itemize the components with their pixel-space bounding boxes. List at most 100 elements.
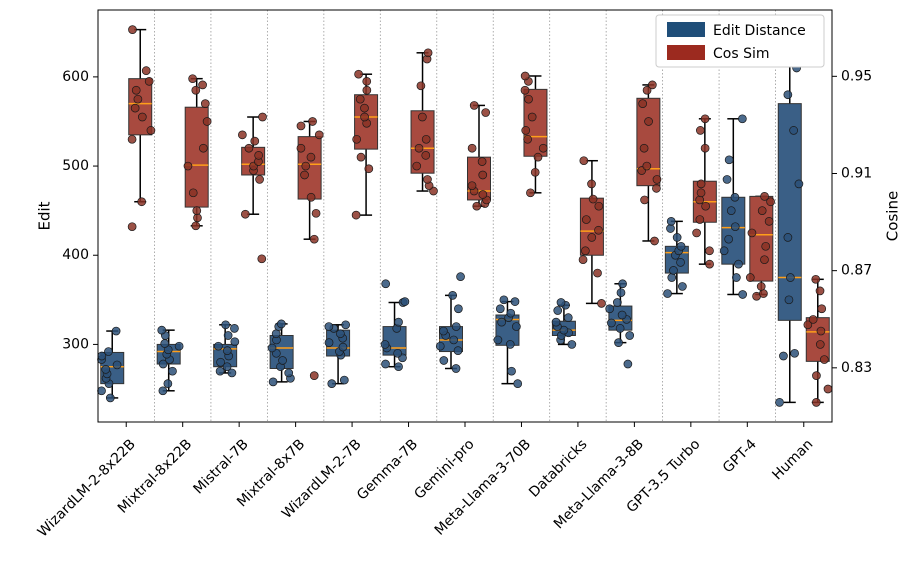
cos-point [301,161,311,171]
y-tick-label-left: 600 [62,69,89,85]
cos-point [520,71,530,81]
edit-point [276,319,286,329]
edit-point [215,366,225,376]
edit-point [775,398,784,407]
edit-point [786,273,795,282]
cos-point [642,161,652,171]
edit-point [730,222,740,232]
cos-point [188,188,198,198]
cos-point [191,221,201,231]
cos-point [130,103,140,113]
cos-point [144,76,154,86]
cos-point [523,134,532,144]
y-tick-label-left: 300 [62,336,89,352]
edit-point [724,234,733,244]
edit-point [451,322,461,331]
edit-point [214,341,223,351]
edit-point [268,377,278,387]
edit-point [666,224,675,233]
edit-point [341,320,351,330]
cos-point [467,143,477,153]
edit-point [222,346,232,356]
cos-point [823,384,833,394]
cos-point [352,134,362,144]
edit-point [439,326,448,336]
cos-point [416,81,426,91]
cos-point [640,195,649,205]
cos-point [202,117,212,126]
cos-point [696,126,705,135]
cos-point [650,236,659,246]
cos-point [141,66,151,75]
cos-point [351,210,361,220]
cos-point [362,76,372,86]
cos-point [137,197,147,207]
cos-point [238,130,247,140]
plot-area [97,10,833,422]
cos-point [306,192,316,202]
edit-point [453,346,463,356]
cos-point [131,85,141,95]
cos-point [250,136,260,146]
edit-point [513,379,523,389]
cos-point [597,299,606,308]
edit-point [336,329,345,339]
cos-point [183,161,193,171]
edit-point [617,310,627,320]
cos-point [520,85,530,95]
cos-point [192,206,202,215]
cos-point [240,209,250,219]
cos-point [819,355,829,364]
cos-point [296,121,306,131]
edit-point [157,325,167,335]
cos-point [593,268,602,278]
edit-point [794,179,804,189]
cos-point [477,157,487,166]
edit-point [448,291,457,300]
y-tick-label-right: 0.83 [841,360,872,376]
cos-point [638,99,648,108]
y-tick-label-right: 0.87 [841,263,872,279]
edit-point [381,359,390,369]
cos-point [526,188,535,198]
cos-point [587,179,596,189]
edit-point [104,347,113,356]
edit-point [738,290,748,299]
cos-point [198,80,207,90]
edit-point [284,368,294,378]
edit-point [612,298,622,307]
edit-point [734,259,743,269]
cos-point [764,217,774,226]
y-axis-right-title: Cosine [884,191,902,241]
edit-point [567,340,577,349]
edit-point [223,331,233,340]
cos-point [127,134,137,144]
edit-point [400,297,410,306]
edit-point [607,318,616,328]
edit-point [221,320,230,330]
cos-point [642,85,652,95]
cos-point [296,143,306,153]
edit-point [667,273,677,282]
edit-point [230,324,239,333]
cos-point [811,398,821,407]
edit-point [324,338,334,347]
edit-point [605,304,615,314]
edit-point [267,343,277,353]
edit-point [730,192,740,202]
edit-point [339,375,349,385]
cos-point [423,175,432,184]
edit-point [158,359,168,369]
edit-point [160,339,170,348]
cos-point [639,143,649,153]
edit-point [380,340,390,349]
edit-point [174,341,184,351]
cos-point [472,201,482,211]
edit-point [456,272,465,281]
cos-point [696,188,706,198]
edit-point [394,362,403,372]
cos-point [533,152,543,162]
cos-point [757,206,767,215]
cos-point [812,371,821,380]
y-axis-left-title: Edit [36,201,54,230]
